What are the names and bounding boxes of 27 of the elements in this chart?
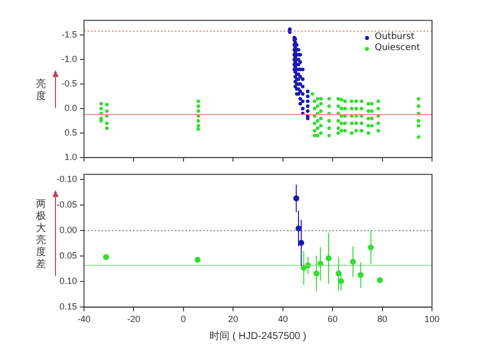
y-tick-label: -0.10 bbox=[56, 174, 77, 184]
x-tick-label: -20 bbox=[127, 314, 140, 324]
y-tick-label: -1.5 bbox=[61, 30, 77, 40]
y-axis-title: 两极大亮度差 bbox=[36, 199, 46, 272]
y-tick-label: 1.0 bbox=[64, 152, 77, 162]
y-tick-label: -1.0 bbox=[61, 54, 77, 64]
x-tick-label: 40 bbox=[278, 314, 288, 324]
point bbox=[103, 254, 110, 260]
y-tick-label: -0.05 bbox=[56, 200, 77, 210]
y-tick-label: 0.05 bbox=[59, 250, 77, 261]
y-tick-label: 0.00 bbox=[59, 225, 77, 236]
x-tick-label: 20 bbox=[228, 314, 238, 324]
x-tick-label: -40 bbox=[77, 314, 91, 324]
legend-label: Outburst bbox=[374, 32, 414, 43]
point bbox=[376, 277, 383, 284]
x-axis-title: 时间 ( HJD-2457500 ) bbox=[210, 330, 306, 342]
y-tick-label: 0.15 bbox=[59, 302, 77, 312]
x-tick-label: 60 bbox=[328, 314, 338, 324]
x-tick-label: 0 bbox=[180, 314, 186, 324]
y-axis-title: 亮度 bbox=[36, 79, 46, 104]
y-tick-label: 0.0 bbox=[64, 103, 77, 114]
legend-label: Quiescent bbox=[374, 43, 420, 54]
y-tick-label: 0.5 bbox=[64, 128, 77, 138]
x-tick-label: 80 bbox=[377, 314, 388, 324]
y-tick-label: -0.5 bbox=[61, 78, 77, 89]
x-tick-label: 100 bbox=[424, 314, 440, 324]
y-tick-label: 0.10 bbox=[59, 276, 77, 286]
